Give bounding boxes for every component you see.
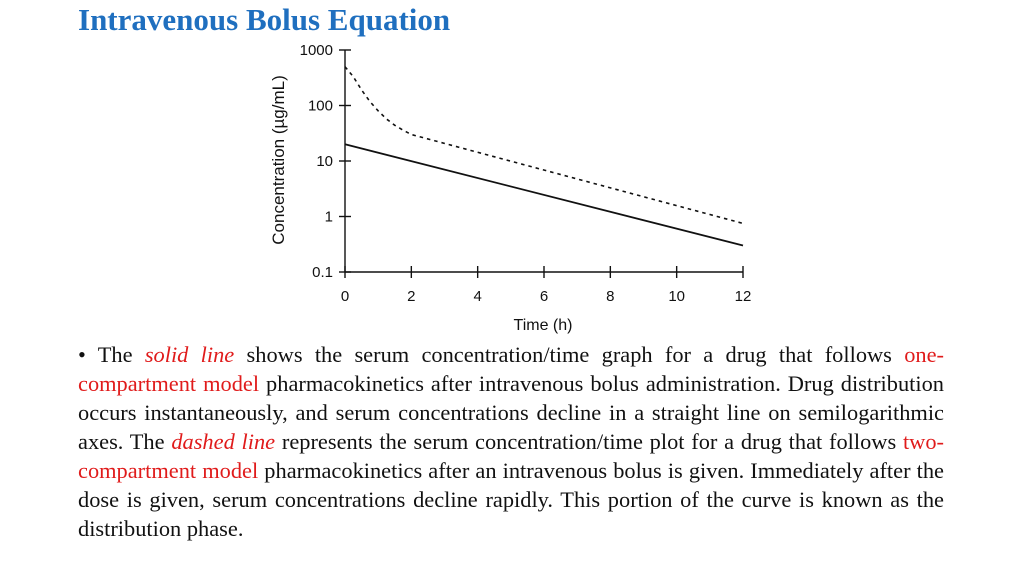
chart-series [344, 66, 744, 247]
solid-line-term: solid line [144, 342, 235, 367]
chart-axes: 0.1 1 10 100 1000 0 2 4 6 8 10 12 [300, 42, 752, 305]
x-tick-label: 6 [540, 288, 548, 305]
x-tick-label: 12 [735, 288, 752, 305]
x-tick-label: 4 [473, 288, 481, 305]
y-tick-label: 1 [325, 209, 333, 226]
y-tick-label: 0.1 [312, 264, 333, 281]
paragraph-text-3: pharmacokinetics after intravenous bolus… [78, 371, 944, 454]
x-tick-label: 0 [341, 288, 349, 305]
paragraph-text-4: represents the serum concentration/time … [275, 429, 903, 454]
concentration-time-chart: 0.1 1 10 100 1000 0 2 4 6 8 10 12 Concentration (µg… [269, 42, 752, 334]
x-axis-label: Time (h) [514, 317, 573, 334]
x-tick-label: 2 [407, 288, 415, 305]
solid-series-line [344, 143, 744, 247]
one-compartment-term: one-compartment model [78, 342, 944, 396]
y-axis-label: Concentration (µg/mL) [269, 75, 288, 244]
description-paragraph: • The solid line shows the serum concent… [78, 340, 944, 543]
x-tick-label: 8 [606, 288, 614, 305]
paragraph-text-1: • The [78, 342, 145, 367]
x-tick-label: 10 [668, 288, 685, 305]
dashed-line-term: dashed line [171, 429, 276, 454]
page-title: Intravenous Bolus Equation [78, 2, 451, 37]
two-compartment-term: two-compartment model [78, 429, 944, 483]
y-tick-label: 10 [316, 153, 333, 170]
paragraph-text-2: shows the serum concentration/time graph… [234, 342, 905, 367]
y-tick-label: 1000 [300, 42, 333, 59]
dashed-series-line [344, 66, 744, 225]
paragraph-text-5: pharmacokinetics after an intravenous bo… [78, 458, 944, 541]
y-tick-label: 100 [308, 98, 333, 115]
